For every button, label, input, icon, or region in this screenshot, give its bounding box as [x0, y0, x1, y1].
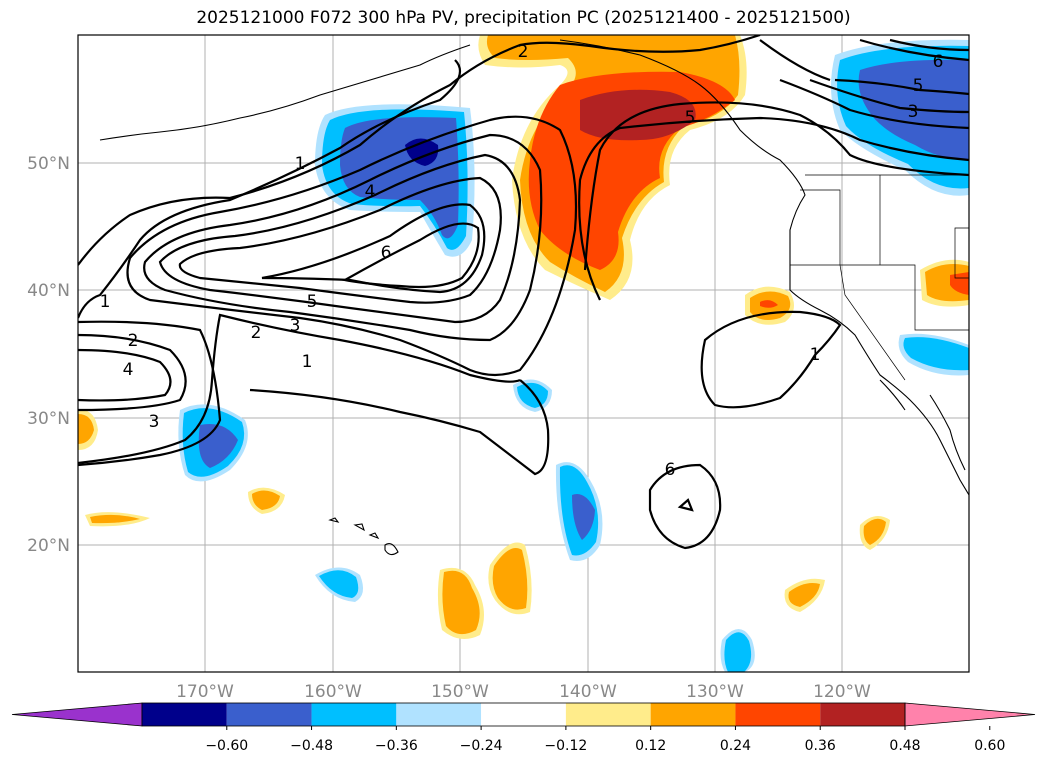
map-title: 2025121000 F072 300 hPa PV, precipitatio… [196, 8, 851, 28]
contour-label: 2 [128, 331, 139, 351]
pv-contours [78, 35, 969, 550]
colorbar-segment [820, 703, 905, 726]
colorbar-tick-label: −0.48 [290, 738, 333, 754]
longitude-labels: 170°W 160°W 150°W 140°W 130°W 120°W [176, 682, 871, 702]
lat-label: 40°N [27, 281, 70, 301]
colorbar-segment [396, 703, 482, 726]
contour-label: 1 [810, 345, 821, 365]
colorbar: −0.60 −0.48 −0.36 −0.24 −0.12 0.12 0.24 0.36 0.4… [11, 702, 1036, 754]
contour-label: 6 [381, 243, 392, 263]
lon-label: 120°W [813, 682, 871, 702]
contour-labels: 1 2 3 4 5 6 1 2 3 4 5 6 1 1 2 3 5 6 [100, 42, 944, 480]
colorbar-extend-low [11, 702, 143, 727]
colorbar-tick-label: 0.36 [805, 738, 836, 754]
contour-label: 5 [307, 292, 318, 312]
colorbar-tick-label: 0.60 [974, 738, 1005, 754]
lat-label: 20°N [27, 536, 70, 556]
colorbar-tick-label: −0.24 [460, 738, 503, 754]
lon-label: 140°W [559, 682, 617, 702]
contour-label: 4 [123, 360, 134, 380]
colorbar-tick-label: 0.24 [720, 738, 751, 754]
colorbar-segment [481, 703, 566, 726]
contour-label: 5 [685, 108, 696, 128]
colorbar-segment [650, 703, 736, 726]
colorbar-segment [142, 703, 227, 726]
colorbar-segment [735, 703, 821, 726]
lat-label: 30°N [27, 409, 70, 429]
colorbar-tick-label: −0.36 [375, 738, 418, 754]
contour-label: 1 [100, 292, 111, 312]
colorbar-tick-label: −0.12 [544, 738, 587, 754]
colorbar-tick-label: −0.60 [205, 738, 248, 754]
state-borders [790, 174, 969, 381]
contour-label: 2 [251, 323, 262, 343]
colorbar-extend-high [904, 702, 1036, 727]
contour-label: 2 [518, 42, 529, 62]
contour-label: 6 [665, 460, 676, 480]
contour-label: 3 [290, 316, 301, 336]
contour-label: 3 [149, 412, 160, 432]
contour-label: 6 [933, 52, 944, 72]
colorbar-tick-label: 0.48 [889, 738, 920, 754]
latitude-labels: 50°N 40°N 30°N 20°N [27, 154, 70, 556]
lat-label: 50°N [27, 154, 70, 174]
contour-label: 4 [365, 182, 376, 202]
contour-label: 1 [302, 352, 313, 372]
colorbar-segment [226, 703, 312, 726]
lon-label: 150°W [431, 682, 489, 702]
lon-label: 130°W [686, 682, 744, 702]
colorbar-tick-label: 0.12 [635, 738, 666, 754]
lon-label: 160°W [304, 682, 362, 702]
colorbar-segment [565, 703, 651, 726]
colorbar-segment [311, 703, 397, 726]
colorbar-outline [141, 702, 906, 727]
map-frame [77, 34, 970, 673]
contour-label: 5 [913, 76, 924, 96]
coastlines [99, 39, 969, 556]
contour-label: 1 [295, 154, 306, 174]
lon-label: 170°W [176, 682, 234, 702]
contour-label: 3 [908, 102, 919, 122]
